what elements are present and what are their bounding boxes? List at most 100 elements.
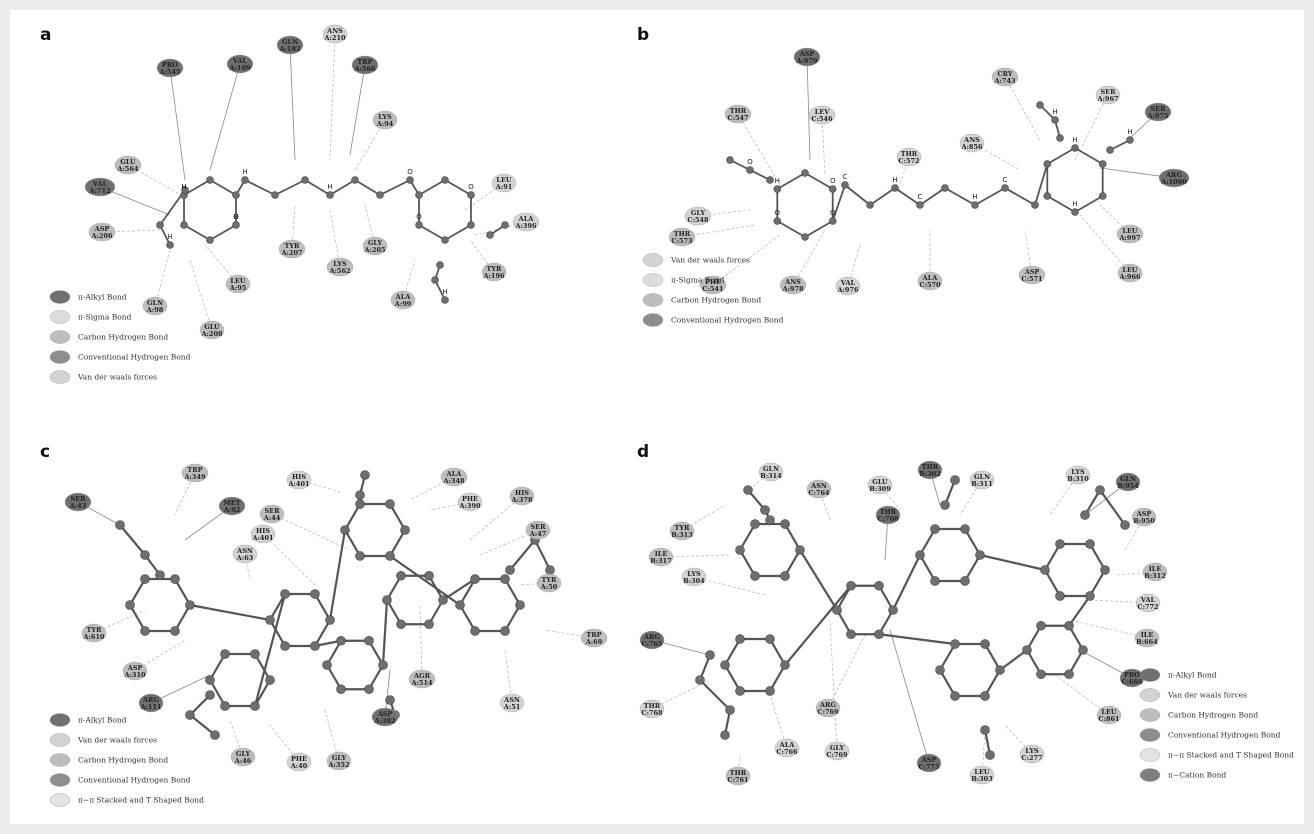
residue-disc — [1019, 744, 1045, 764]
residue-name: GLY — [691, 209, 706, 217]
residue-name: SER — [1150, 105, 1166, 113]
residue-disc — [699, 275, 727, 295]
ligand-atom — [322, 660, 332, 670]
ligand-atom — [382, 595, 392, 605]
ligand-atom — [310, 589, 320, 599]
residue-disc — [875, 505, 901, 525]
ligand-atom — [916, 201, 924, 209]
ligand-bond — [209, 179, 237, 196]
residue-name: PRO — [162, 61, 178, 69]
ligand-atom — [455, 600, 465, 610]
ligand-atom — [743, 485, 753, 495]
ligand-atom — [505, 565, 515, 575]
interaction-line-thr-c547 — [737, 113, 781, 186]
ligand-bond — [253, 593, 287, 707]
ligand-atom — [185, 600, 195, 610]
ligand-atom — [355, 551, 365, 561]
ligand-atom — [115, 520, 125, 530]
ligand-bond — [459, 604, 476, 632]
residue-disc — [867, 475, 893, 495]
ligand-atom — [1080, 510, 1090, 520]
ligand-atom — [874, 629, 884, 640]
atom-label: H — [892, 176, 897, 184]
ligand-bond — [919, 528, 936, 556]
residue-name: AGR — [413, 672, 431, 680]
ligand-bond — [314, 619, 331, 647]
residue-number: A:208 — [200, 330, 222, 338]
ligand-bond — [379, 179, 411, 196]
ligand-atom — [1056, 134, 1064, 142]
ligand-atom — [415, 191, 423, 199]
residue-number: A:997 — [1118, 234, 1140, 242]
residue-disc — [1095, 85, 1121, 105]
legend-swatch — [49, 713, 71, 727]
residue-number: A:378 — [510, 496, 532, 504]
interaction-line-cry-a743 — [1004, 76, 1041, 141]
residue-name: ILE — [1141, 631, 1154, 639]
ligand-atom — [1120, 520, 1130, 530]
residue-name: GLY — [236, 750, 251, 758]
residue-number: A:63 — [236, 554, 254, 562]
ligand-atom — [1055, 591, 1065, 601]
ligand-atom — [125, 600, 135, 610]
ligand-bond — [129, 578, 146, 606]
residue-number: C:547 — [727, 114, 748, 122]
ligand-bond — [1074, 195, 1104, 213]
ligand-atom — [140, 550, 150, 560]
residue-name: ALA — [395, 293, 412, 301]
ligand-bond — [269, 593, 286, 621]
atom-label: C — [918, 193, 923, 201]
ligand-atom — [930, 524, 940, 534]
residue-disc — [806, 479, 832, 499]
residue-name: GLN — [763, 465, 779, 473]
residue-number: A:401 — [287, 480, 309, 488]
residue-name: TRP — [357, 58, 372, 66]
ligand-atom — [1078, 645, 1088, 655]
residue-name: THR — [901, 150, 918, 158]
legend-label: Van der waals forces — [1167, 691, 1247, 700]
legend-swatch — [642, 273, 664, 287]
ligand-atom — [351, 176, 359, 184]
residue-name: PHE — [291, 755, 307, 763]
legend-label: Conventional Hydrogen Bond — [78, 776, 191, 785]
residue-number: A:712 — [88, 187, 110, 195]
ligand-atom — [280, 589, 290, 599]
residue-name: VAL — [1140, 596, 1156, 604]
residue-number: C:573 — [671, 237, 693, 245]
ligand-atom — [500, 574, 510, 584]
ligand-atom — [180, 221, 188, 229]
legend-item: π-Alkyl Bond — [1139, 668, 1217, 682]
interaction-line-asn-a51 — [504, 649, 513, 704]
legend-item: Conventional Hydrogen Bond — [49, 350, 191, 364]
ligand-atom — [888, 605, 898, 615]
atom-label: H — [1072, 136, 1077, 144]
ligand-atom — [441, 236, 449, 244]
residue-number: A:46 — [234, 757, 252, 765]
residue-number: A:390 — [458, 502, 480, 510]
residue-name: GLY — [332, 754, 347, 762]
residue-name: TYR — [675, 524, 690, 532]
residue-name: ALA — [779, 741, 796, 749]
ligand-bond — [984, 643, 1001, 671]
ligand-atom — [470, 626, 480, 636]
residue-number: A:111 — [139, 703, 161, 711]
legend-swatch — [1139, 748, 1161, 762]
ligand-atom — [915, 550, 925, 560]
ligand-atom — [400, 525, 410, 535]
ligand-atom — [780, 519, 790, 529]
residue-number: C:769 — [817, 708, 839, 716]
legend-item: π−π Stacked and T Shaped Bond — [1139, 748, 1294, 762]
residue-name: GLY — [368, 239, 383, 247]
